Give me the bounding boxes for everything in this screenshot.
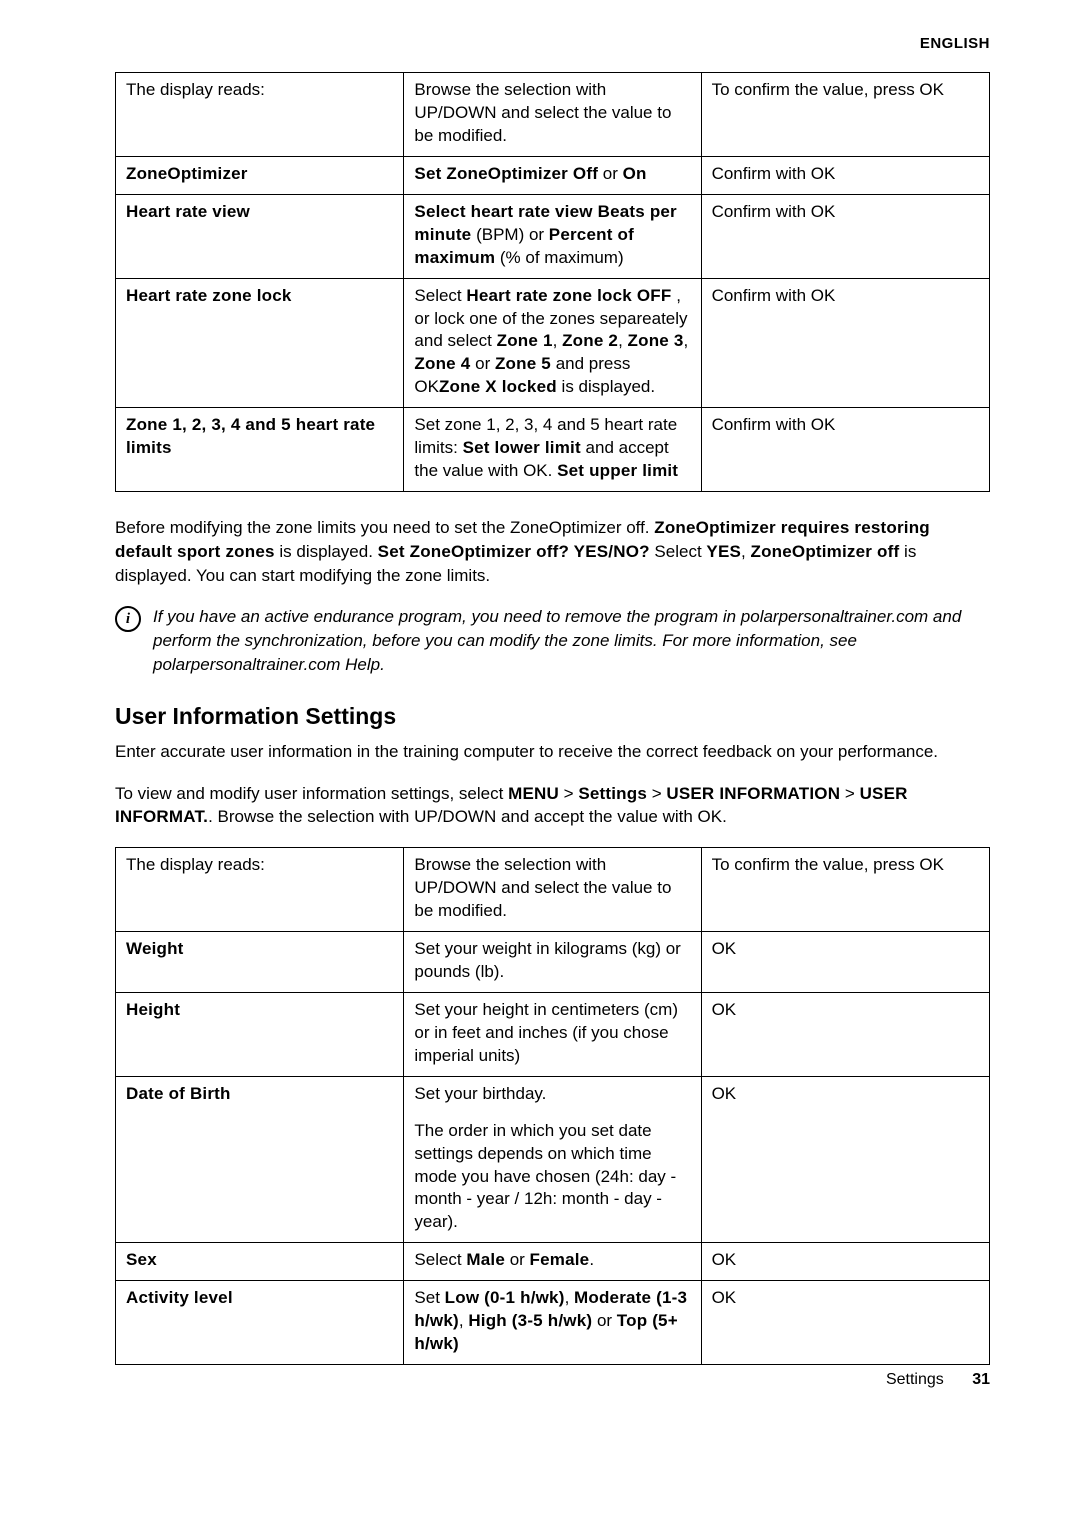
table-cell: Set zone 1, 2, 3, 4 and 5 heart rate lim… (404, 408, 701, 492)
table-cell: OK (701, 1243, 989, 1281)
table-cell: To confirm the value, press OK (701, 848, 989, 932)
table-row: The display reads:Browse the selection w… (116, 73, 990, 157)
footer-page-number: 31 (972, 1371, 990, 1388)
table-row: Activity levelSet Low (0-1 h/wk), Modera… (116, 1281, 990, 1365)
table-cell: Set ZoneOptimizer Off or On (404, 156, 701, 194)
table-row: The display reads:Browse the selection w… (116, 848, 990, 932)
table-cell: OK (701, 932, 989, 993)
table-row: Heart rate zone lockSelect Heart rate zo… (116, 278, 990, 408)
table-cell: OK (701, 992, 989, 1076)
table-cell: Height (116, 992, 404, 1076)
table-cell: Browse the selection with UP/DOWN and se… (404, 73, 701, 157)
table-cell: Zone 1, 2, 3, 4 and 5 heart rate limits (116, 408, 404, 492)
table-cell: Confirm with OK (701, 408, 989, 492)
table-row: Zone 1, 2, 3, 4 and 5 heart rate limitsS… (116, 408, 990, 492)
table-cell: Set your height in centimeters (cm) or i… (404, 992, 701, 1076)
table-row: HeightSet your height in centimeters (cm… (116, 992, 990, 1076)
footer-section-label: Settings (886, 1371, 944, 1388)
table-row: Date of BirthSet your birthday.The order… (116, 1076, 990, 1243)
table-cell: Confirm with OK (701, 156, 989, 194)
table-cell: Weight (116, 932, 404, 993)
zone-settings-table: The display reads:Browse the selection w… (115, 72, 990, 492)
table-cell: The display reads: (116, 848, 404, 932)
info-icon: i (115, 606, 141, 632)
table-cell: Set your weight in kilograms (kg) or pou… (404, 932, 701, 993)
table-cell: Confirm with OK (701, 278, 989, 408)
table-cell: Confirm with OK (701, 194, 989, 278)
table-cell: OK (701, 1076, 989, 1243)
header-language: ENGLISH (920, 35, 990, 52)
page-footer: Settings 31 (886, 1371, 990, 1389)
table-cell: Set your birthday.The order in which you… (404, 1076, 701, 1243)
table-cell: Select heart rate view Beats per minute … (404, 194, 701, 278)
table-cell: Date of Birth (116, 1076, 404, 1243)
table-row: SexSelect Male or Female.OK (116, 1243, 990, 1281)
user-info-table: The display reads:Browse the selection w… (115, 847, 990, 1365)
table-cell: OK (701, 1281, 989, 1365)
table-cell: Activity level (116, 1281, 404, 1365)
table-row: Heart rate viewSelect heart rate view Be… (116, 194, 990, 278)
zoneoptimizer-paragraph: Before modifying the zone limits you nee… (115, 516, 990, 587)
table-cell: Heart rate view (116, 194, 404, 278)
table-cell: Set Low (0-1 h/wk), Moderate (1-3 h/wk),… (404, 1281, 701, 1365)
table-cell: Select Male or Female. (404, 1243, 701, 1281)
table-cell: Heart rate zone lock (116, 278, 404, 408)
table-cell: Sex (116, 1243, 404, 1281)
table-cell: To confirm the value, press OK (701, 73, 989, 157)
table-cell: The display reads: (116, 73, 404, 157)
table-row: WeightSet your weight in kilograms (kg) … (116, 932, 990, 993)
table-cell: Browse the selection with UP/DOWN and se… (404, 848, 701, 932)
user-info-intro: Enter accurate user information in the t… (115, 740, 990, 764)
user-info-nav-path: To view and modify user information sett… (115, 782, 990, 830)
section-heading-user-info: User Information Settings (115, 703, 990, 730)
info-note-row: i If you have an active endurance progra… (115, 605, 990, 676)
table-row: ZoneOptimizerSet ZoneOptimizer Off or On… (116, 156, 990, 194)
table-cell: ZoneOptimizer (116, 156, 404, 194)
info-note-text: If you have an active endurance program,… (153, 605, 990, 676)
table-cell: Select Heart rate zone lock OFF , or loc… (404, 278, 701, 408)
